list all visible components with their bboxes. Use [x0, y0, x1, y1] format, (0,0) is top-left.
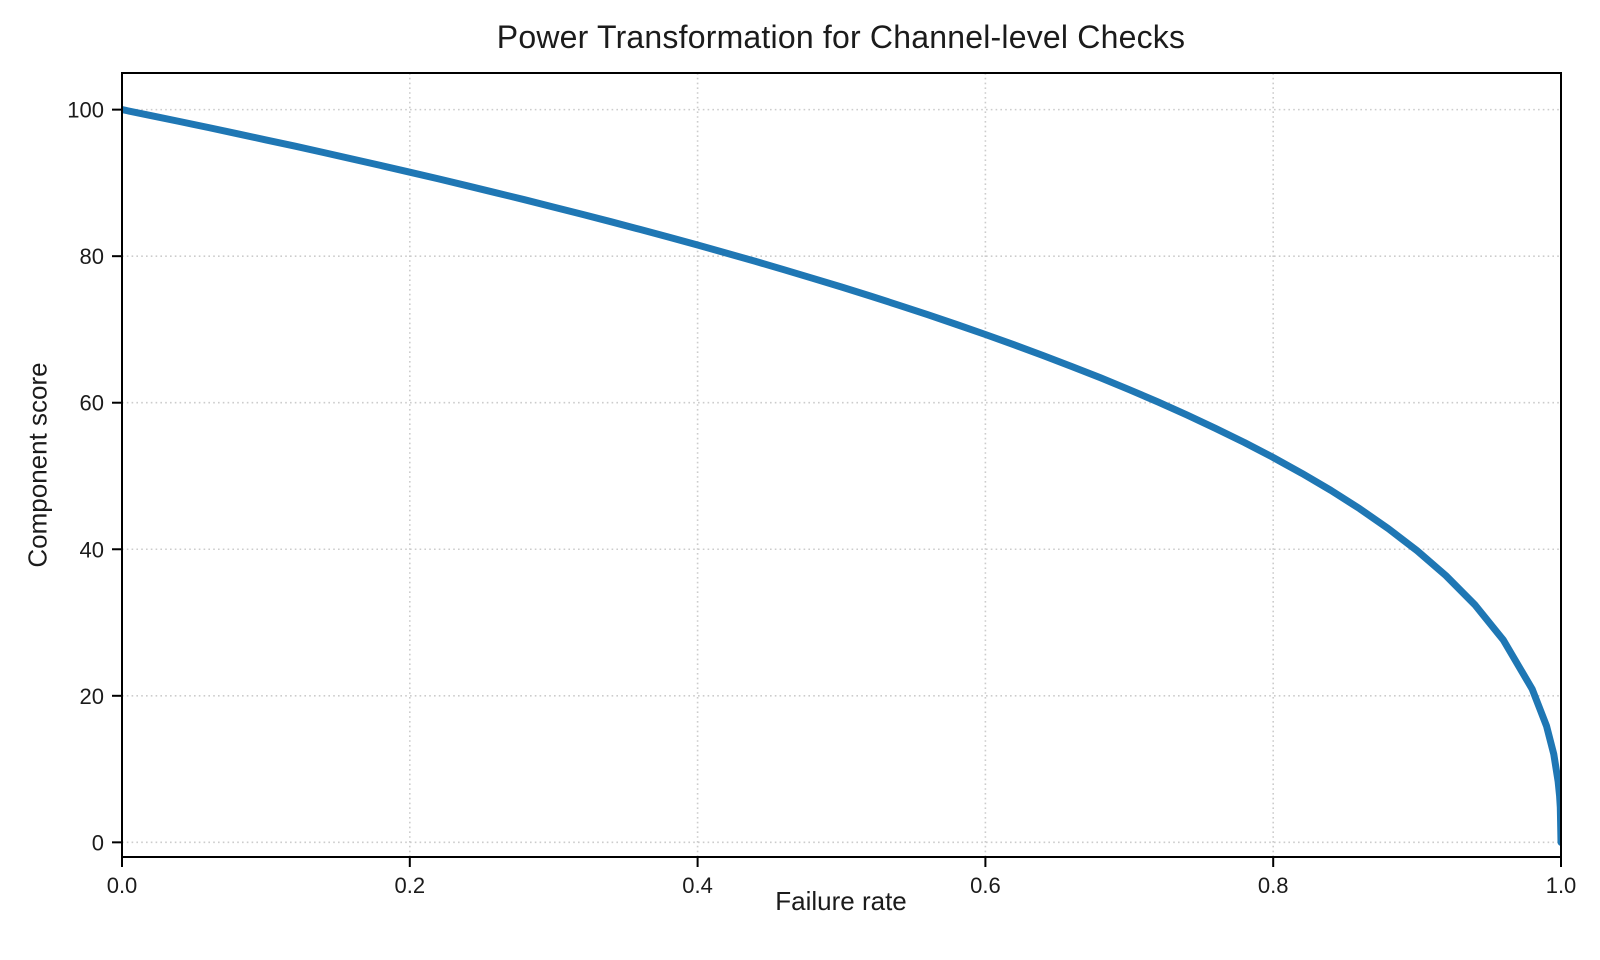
x-tick-label: 0.4 — [682, 873, 713, 898]
x-tick-label: 0.6 — [970, 873, 1001, 898]
x-tick-label: 0.8 — [1258, 873, 1289, 898]
y-axis-label: Component score — [22, 362, 53, 568]
component-score-curve — [122, 106, 1561, 846]
x-axis-label: Failure rate — [775, 886, 907, 916]
y-tick-label: 0 — [92, 830, 104, 855]
x-tick-label: 0.0 — [107, 873, 138, 898]
y-tick-label: 40 — [80, 537, 104, 562]
y-tick-label: 60 — [80, 391, 104, 416]
y-tick-label: 20 — [80, 684, 104, 709]
y-tick-label: 100 — [67, 98, 104, 123]
x-tick-label: 0.2 — [395, 873, 426, 898]
x-tick-label: 1.0 — [1546, 873, 1577, 898]
plot-border — [121, 72, 1562, 858]
chart-title: Power Transformation for Channel-level C… — [496, 19, 1186, 55]
y-tick-label: 80 — [80, 244, 104, 269]
